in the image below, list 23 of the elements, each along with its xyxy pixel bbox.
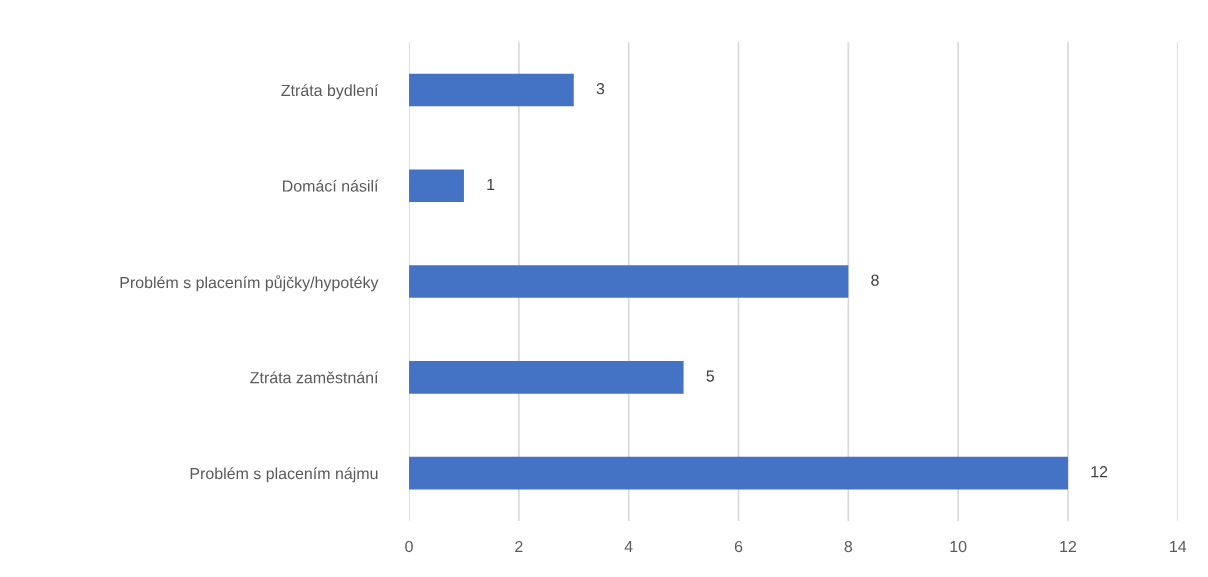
x-tick-label: 12 [1060, 540, 1077, 553]
y-tick-label: Problém s placením nájmu [190, 467, 378, 483]
y-tick-label: Ztráta bydlení [281, 84, 379, 100]
x-tick-label: 2 [515, 540, 523, 553]
bar [409, 169, 464, 203]
data-label: 1 [487, 178, 495, 190]
x-tick-label: 8 [844, 540, 853, 553]
x-tick-label: 10 [950, 540, 967, 553]
x-tick-label: 4 [624, 541, 633, 553]
x-tick-label: 14 [1170, 541, 1187, 553]
bar [409, 73, 574, 107]
data-label: 3 [596, 82, 605, 95]
y-tick-label: Ztráta zaměstnání [250, 371, 379, 384]
data-label: 5 [706, 370, 715, 382]
bar [409, 456, 1068, 490]
y-tick-label: Problém s placením půjčky/hypotéky [120, 275, 379, 292]
x-tick-label: 6 [734, 540, 743, 553]
bar [409, 361, 684, 394]
bar [409, 265, 849, 298]
x-tick-label: 0 [405, 540, 413, 553]
y-tick-label: Domácí násilí [283, 179, 379, 192]
data-label: 8 [871, 274, 879, 286]
data-label: 12 [1091, 466, 1108, 478]
